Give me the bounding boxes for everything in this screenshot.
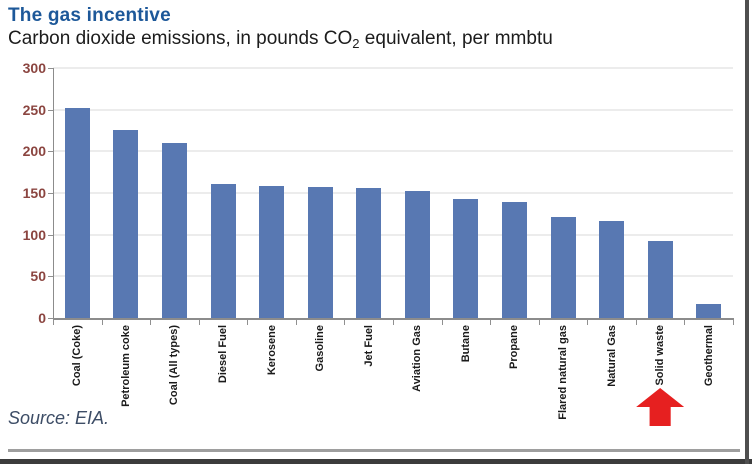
x-axis-tick	[587, 320, 589, 325]
x-axis-category-label: Jet Fuel	[362, 325, 375, 367]
x-axis-category-label: Gasoline	[314, 325, 327, 372]
x-axis-tick	[344, 320, 346, 325]
chart-subtitle: Carbon dioxide emissions, in pounds CO2 …	[8, 28, 553, 51]
x-axis-tick	[635, 320, 637, 325]
frame-shadow-line	[8, 449, 740, 452]
bar	[113, 129, 139, 318]
x-axis-category-label: Propane	[508, 325, 521, 370]
bar	[501, 202, 527, 318]
bar	[404, 191, 430, 318]
x-axis-category-label: Petroleum coke	[119, 325, 132, 407]
x-axis-category-label: Flared natural gas	[557, 325, 569, 420]
bar	[356, 188, 382, 318]
x-axis-tick	[684, 320, 686, 325]
gridline	[53, 192, 733, 194]
highlight-up-arrow-icon	[636, 388, 685, 426]
x-axis-tick	[247, 320, 249, 325]
bar	[453, 198, 479, 318]
gridline	[53, 108, 733, 111]
y-axis-tick-label: 150	[22, 185, 46, 201]
x-axis-category-label: Geothermal	[702, 325, 715, 387]
x-axis-category-label: Coal (Coke)	[71, 325, 84, 387]
y-axis-tick-label: 100	[22, 226, 46, 243]
subtitle-text-pre: Carbon dioxide emissions, in pounds CO	[8, 28, 353, 49]
x-axis-line	[53, 318, 734, 320]
x-axis-tick	[538, 320, 540, 325]
gridline	[53, 67, 733, 69]
bar	[647, 241, 673, 318]
x-axis-tick	[393, 320, 394, 325]
y-axis-tick-label: 200	[22, 143, 46, 160]
y-axis-line	[53, 68, 54, 320]
y-axis-tick	[48, 109, 53, 111]
y-axis-tick	[48, 318, 53, 319]
x-axis-tick	[53, 320, 54, 325]
gridline	[53, 233, 733, 236]
y-axis-tick-label: 0	[38, 310, 46, 326]
chart-title: The gas incentive	[8, 5, 171, 26]
x-axis-category-label: Solid waste	[654, 325, 667, 386]
gridline	[53, 275, 733, 278]
y-axis-tick-label: 50	[30, 268, 46, 285]
x-axis-tick	[198, 320, 200, 325]
x-axis-category-label: Butane	[459, 325, 472, 363]
x-axis-category-label: Natural Gas	[605, 325, 618, 387]
x-axis-category-label: Aviation Gas	[411, 325, 424, 392]
x-axis-category-label: Kerosene	[265, 325, 278, 376]
bar	[599, 220, 625, 318]
x-axis-tick	[295, 320, 297, 325]
bar	[161, 143, 187, 318]
x-axis-category-label: Diesel Fuel	[217, 325, 229, 384]
y-axis-tick	[48, 276, 53, 278]
bar	[696, 303, 722, 318]
y-axis-tick-label: 250	[22, 101, 46, 118]
subtitle-co2-subscript: 2	[352, 36, 360, 51]
y-axis-tick	[48, 193, 53, 194]
y-axis-tick	[48, 151, 53, 153]
x-axis-tick	[490, 320, 492, 325]
frame-border-right	[745, 0, 749, 464]
bar	[259, 185, 285, 318]
frame-border-bottom	[0, 459, 752, 464]
y-axis-tick	[48, 234, 53, 236]
x-axis-tick	[101, 320, 103, 325]
bar	[210, 183, 236, 318]
subtitle-text-post: equivalent, per mmbtu	[359, 28, 553, 49]
source-note: Source: EIA.	[8, 408, 110, 428]
x-axis-tick	[441, 320, 443, 325]
gridline	[53, 150, 733, 153]
bar	[307, 187, 333, 318]
y-axis-tick-label: 300	[22, 60, 46, 76]
x-axis-tick	[150, 320, 152, 325]
x-axis-tick	[733, 320, 734, 325]
x-axis-category-label: Coal (All types)	[168, 325, 181, 406]
y-axis-tick	[48, 68, 53, 69]
bar	[550, 217, 576, 318]
bar	[64, 108, 90, 318]
